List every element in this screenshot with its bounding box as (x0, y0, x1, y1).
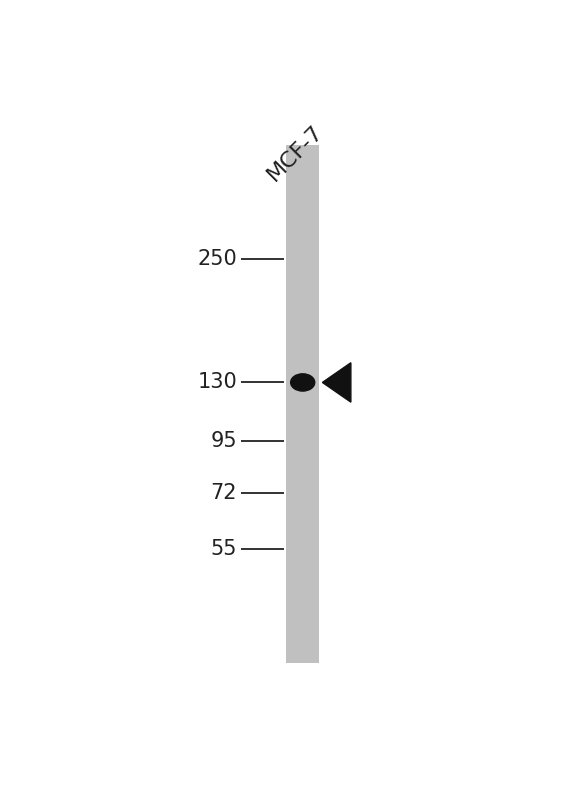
Text: 95: 95 (210, 431, 237, 451)
Text: 55: 55 (211, 538, 237, 558)
Text: 130: 130 (197, 373, 237, 393)
Ellipse shape (290, 374, 315, 391)
Bar (286, 146, 319, 662)
Text: 250: 250 (197, 250, 237, 270)
Polygon shape (323, 362, 351, 402)
Text: MCF-7: MCF-7 (264, 122, 327, 186)
Text: 72: 72 (211, 483, 237, 503)
